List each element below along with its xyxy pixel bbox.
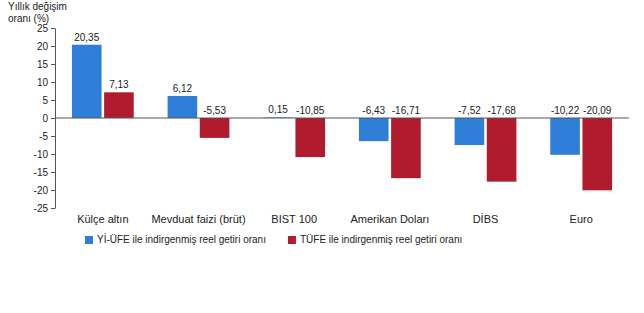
x-tick: DİBS bbox=[473, 213, 499, 225]
y-tick-mark bbox=[51, 46, 55, 47]
x-tick-label: Mevduat faizi (brüt) bbox=[151, 213, 245, 225]
y-tick: 5 bbox=[42, 95, 55, 106]
bar bbox=[582, 118, 612, 190]
x-tick: Amerikan Doları bbox=[350, 213, 429, 225]
y-tick: -15 bbox=[34, 167, 55, 178]
y-tick: 10 bbox=[37, 77, 55, 88]
y-tick-mark bbox=[51, 28, 55, 29]
y-tick: -25 bbox=[34, 203, 55, 214]
data-label: -5,53 bbox=[203, 105, 226, 116]
bar bbox=[455, 118, 485, 145]
y-tick-label: -20 bbox=[34, 185, 49, 196]
bar bbox=[104, 92, 134, 118]
chart: -25 -20 -15 -10 -5 0 5 10 15 20 25 Külçe altın Mevdu… bbox=[0, 0, 644, 313]
legend: Yİ-ÜFE ile indirgenmiş reel getiri oranı… bbox=[85, 233, 462, 245]
data-label: 0,15 bbox=[268, 104, 288, 115]
legend-item: TÜFE ile indirgenmiş reel getiri oranı bbox=[288, 234, 462, 245]
y-tick: 25 bbox=[37, 23, 55, 34]
y-tick-label: 15 bbox=[37, 59, 49, 70]
legend-swatch bbox=[85, 236, 93, 244]
y-tick: 15 bbox=[37, 59, 55, 70]
y-tick-mark bbox=[51, 172, 55, 173]
data-label: -20,09 bbox=[583, 105, 612, 116]
data-labels: 20,35 6,12 0,15 -6,43 -7,52 -10,22 7,13 -5,53 -1… bbox=[74, 32, 612, 116]
y-tick-label: -10 bbox=[34, 149, 49, 160]
x-tick-label: Külçe altın bbox=[77, 213, 128, 225]
y-axis-title-line: oranı (%) bbox=[8, 13, 49, 24]
x-tick-label: DİBS bbox=[473, 213, 499, 225]
x-tick-label: Amerikan Doları bbox=[350, 213, 429, 225]
x-tick: Külçe altın bbox=[77, 213, 128, 225]
data-label: -6,43 bbox=[362, 105, 385, 116]
x-tick: Mevduat faizi (brüt) bbox=[151, 213, 245, 225]
legend-label: Yİ-ÜFE ile indirgenmiş reel getiri oranı bbox=[97, 233, 266, 245]
y-tick: -5 bbox=[39, 131, 55, 142]
y-tick-mark bbox=[51, 136, 55, 137]
y-tick-label: -25 bbox=[34, 203, 49, 214]
y-tick-label: 10 bbox=[37, 77, 49, 88]
y-tick: 0 bbox=[42, 113, 55, 124]
data-label: 20,35 bbox=[74, 32, 99, 43]
bar bbox=[487, 118, 517, 182]
bar bbox=[200, 118, 230, 138]
legend-item: Yİ-ÜFE ile indirgenmiş reel getiri oranı bbox=[85, 233, 266, 245]
data-label: 6,12 bbox=[173, 83, 193, 94]
y-tick-mark bbox=[51, 82, 55, 83]
bar bbox=[359, 118, 389, 141]
bar bbox=[391, 118, 421, 178]
plot: -25 -20 -15 -10 -5 0 5 10 15 20 25 Külçe altın Mevdu… bbox=[34, 23, 629, 225]
y-tick-mark bbox=[51, 190, 55, 191]
x-axis: Külçe altın Mevduat faizi (brüt) BIST 100 A… bbox=[77, 213, 593, 225]
data-label: 7,13 bbox=[109, 79, 129, 90]
x-tick: Euro bbox=[570, 213, 593, 225]
y-tick-mark bbox=[51, 118, 55, 119]
y-tick-label: 5 bbox=[42, 95, 48, 106]
y-axis-title: Yıllık değişimoranı (%) bbox=[8, 1, 67, 24]
bar bbox=[550, 118, 580, 155]
y-tick-label: 0 bbox=[42, 113, 48, 124]
bar bbox=[168, 96, 198, 118]
y-tick-mark bbox=[51, 208, 55, 209]
data-label: -7,52 bbox=[458, 105, 481, 116]
y-tick-mark bbox=[51, 64, 55, 65]
y-axis-title-line: Yıllık değişim bbox=[8, 1, 67, 12]
y-tick: -10 bbox=[34, 149, 55, 160]
y-tick: 20 bbox=[37, 41, 55, 52]
x-tick: BIST 100 bbox=[271, 213, 317, 225]
data-label: -10,22 bbox=[551, 105, 580, 116]
bar bbox=[295, 118, 325, 157]
y-tick: -20 bbox=[34, 185, 55, 196]
legend-label: TÜFE ile indirgenmiş reel getiri oranı bbox=[300, 234, 462, 245]
y-axis: -25 -20 -15 -10 -5 0 5 10 15 20 25 bbox=[34, 23, 56, 214]
y-tick-mark bbox=[51, 100, 55, 101]
zero-line bbox=[55, 118, 629, 119]
bar bbox=[72, 45, 102, 118]
y-tick-label: -5 bbox=[39, 131, 48, 142]
y-tick-label: 20 bbox=[37, 41, 49, 52]
data-label: -17,68 bbox=[487, 105, 516, 116]
y-tick-label: 25 bbox=[37, 23, 49, 34]
x-tick-label: Euro bbox=[570, 213, 593, 225]
y-tick-mark bbox=[51, 154, 55, 155]
data-label: -10,85 bbox=[296, 105, 325, 116]
x-tick-label: BIST 100 bbox=[271, 213, 317, 225]
legend-swatch bbox=[288, 236, 296, 244]
y-tick-label: -15 bbox=[34, 167, 49, 178]
data-label: -16,71 bbox=[392, 105, 421, 116]
